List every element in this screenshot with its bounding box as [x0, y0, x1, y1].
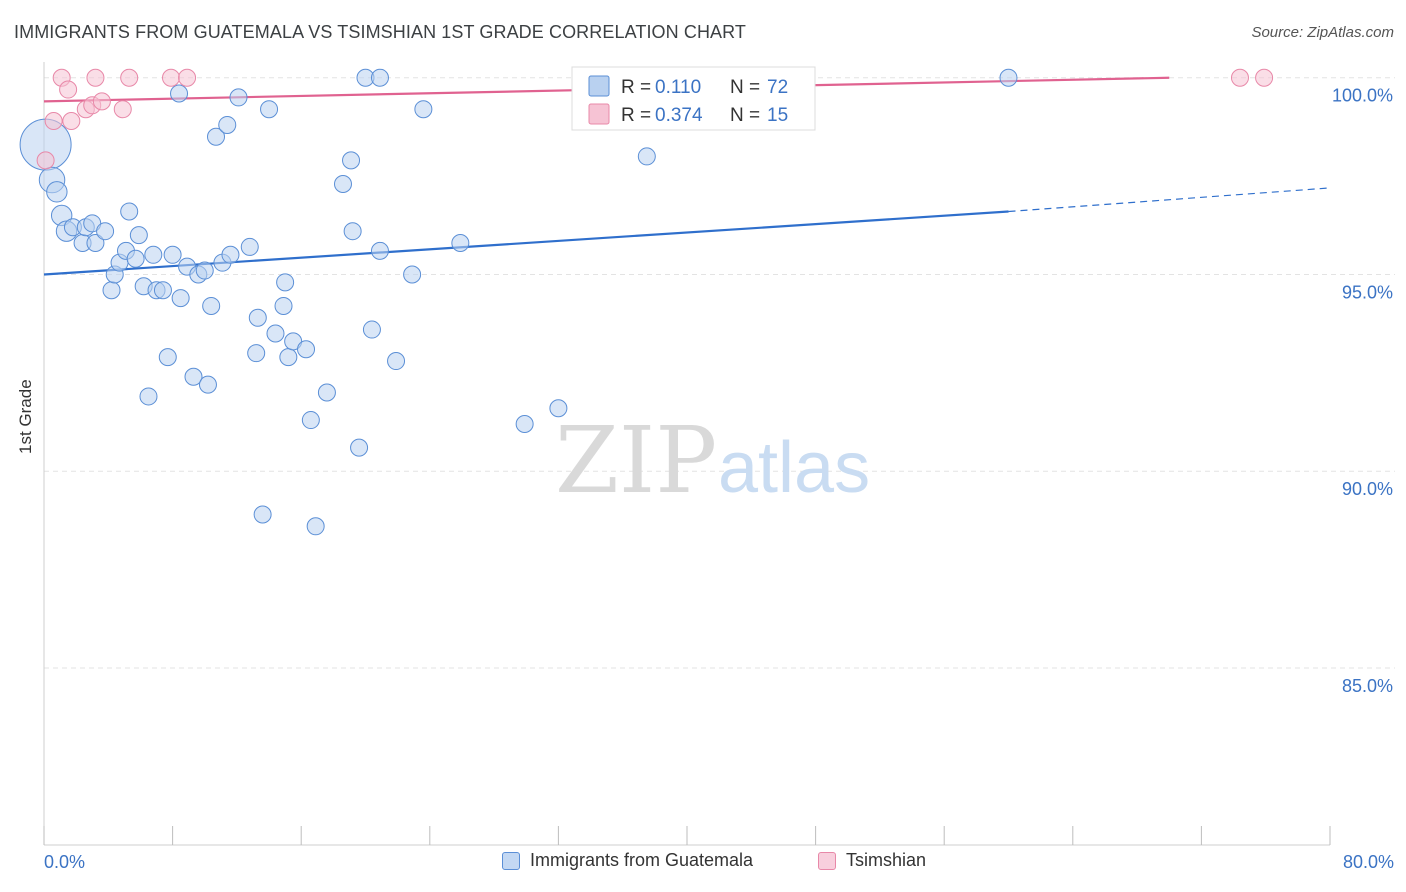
x-tick-label-max: 80.0%: [1342, 852, 1394, 872]
point-guatemala: [102, 281, 121, 300]
point-guatemala: [202, 296, 221, 315]
y-tick-labels: 85.0% 90.0% 95.0% 100.0%: [1332, 86, 1393, 696]
point-tsimshian: [178, 68, 197, 87]
legend-swatch-blue: [502, 851, 520, 870]
point-guatemala: [248, 308, 267, 327]
point-tsimshian: [92, 92, 111, 111]
stats-swatch: [588, 103, 610, 125]
stats-n-label: N =: [730, 105, 760, 126]
legend-item-guatemala[interactable]: Immigrants from Guatemala: [502, 850, 753, 871]
point-guatemala: [253, 505, 272, 524]
point-guatemala: [451, 233, 470, 252]
y-tick-label: 90.0%: [1342, 479, 1393, 499]
legend-item-tsimshian[interactable]: Tsimshian: [818, 850, 926, 871]
point-tsimshian: [62, 112, 81, 131]
point-guatemala: [96, 222, 115, 241]
point-guatemala: [350, 438, 369, 457]
point-guatemala: [247, 344, 266, 363]
point-guatemala: [240, 237, 259, 256]
point-guatemala: [120, 202, 139, 221]
stats-legend-box: [571, 66, 816, 131]
stats-n-value: 72: [767, 77, 788, 98]
point-guatemala: [637, 147, 656, 166]
stats-r-value: 0.374: [655, 105, 703, 126]
stats-legend: R = 0.110 N = 72 R = 0.374 N = 15: [571, 66, 816, 131]
point-guatemala: [144, 245, 163, 264]
point-guatemala: [301, 411, 320, 430]
point-guatemala: [549, 399, 568, 418]
y-tick-label: 100.0%: [1332, 86, 1393, 106]
stats-swatch: [588, 75, 610, 97]
stats-r-label: R =: [621, 105, 651, 126]
source-credit: Source: ZipAtlas.com: [1251, 24, 1394, 41]
trend-line-guatemala-extension: [1008, 187, 1331, 213]
stats-r-value: 0.110: [655, 77, 701, 98]
point-tsimshian: [44, 112, 63, 131]
point-tsimshian: [86, 68, 105, 87]
point-guatemala: [129, 226, 148, 245]
point-guatemala: [306, 517, 325, 536]
axes: [43, 62, 1331, 846]
point-guatemala: [414, 100, 433, 119]
point-tsimshian: [113, 100, 132, 119]
point-guatemala: [163, 245, 182, 264]
point-guatemala: [515, 414, 534, 433]
watermark-atlas: atlas: [718, 428, 870, 508]
point-guatemala: [274, 296, 293, 315]
point-guatemala: [207, 127, 226, 146]
watermark: ZIP atlas: [555, 407, 870, 514]
point-guatemala: [279, 348, 298, 367]
point-guatemala: [260, 100, 279, 119]
y-tick-label: 85.0%: [1342, 676, 1393, 696]
point-guatemala: [317, 383, 336, 402]
point-guatemala: [153, 281, 172, 300]
point-guatemala: [218, 115, 237, 134]
point-guatemala: [276, 273, 295, 292]
stats-r-label: R =: [621, 77, 651, 98]
stats-n-label: N =: [730, 77, 760, 98]
point-guatemala: [139, 387, 158, 406]
point-guatemala: [86, 233, 105, 252]
point-guatemala: [158, 348, 177, 367]
legend-label-tsimshian: Tsimshian: [846, 850, 927, 870]
point-guatemala: [343, 222, 362, 241]
watermark-zip: ZIP: [555, 407, 717, 514]
point-guatemala: [333, 174, 352, 193]
point-tsimshian: [161, 68, 180, 87]
point-tsimshian: [1230, 68, 1249, 87]
point-guatemala: [221, 245, 240, 264]
point-guatemala: [198, 375, 217, 394]
point-guatemala: [370, 68, 389, 87]
point-guatemala: [170, 84, 189, 103]
legend-label-guatemala: Immigrants from Guatemala: [530, 850, 754, 870]
y-tick-label: 95.0%: [1342, 282, 1393, 302]
point-guatemala: [266, 324, 285, 343]
point-tsimshian: [36, 151, 55, 170]
point-guatemala: [297, 340, 316, 359]
point-guatemala: [403, 265, 422, 284]
point-guatemala: [999, 68, 1018, 87]
point-tsimshian: [1255, 68, 1274, 87]
point-guatemala: [126, 249, 145, 268]
x-tick-label-min: 0.0%: [44, 852, 86, 872]
point-guatemala: [46, 181, 68, 203]
legend-swatch-pink: [818, 851, 836, 870]
point-guatemala: [229, 88, 248, 107]
point-tsimshian: [59, 80, 78, 99]
chart-title: IMMIGRANTS FROM GUATEMALA VS TSIMSHIAN 1…: [14, 22, 747, 42]
point-guatemala: [171, 289, 190, 308]
point-guatemala: [387, 352, 406, 371]
point-tsimshian: [120, 68, 139, 87]
point-guatemala: [195, 261, 214, 280]
point-guatemala: [370, 241, 389, 260]
stats-n-value: 15: [767, 105, 788, 126]
point-guatemala: [184, 367, 203, 386]
point-guatemala: [362, 320, 381, 339]
point-guatemala: [342, 151, 361, 170]
series-legend: Immigrants from Guatemala Tsimshian: [0, 850, 1406, 878]
gridlines: [44, 77, 1395, 669]
